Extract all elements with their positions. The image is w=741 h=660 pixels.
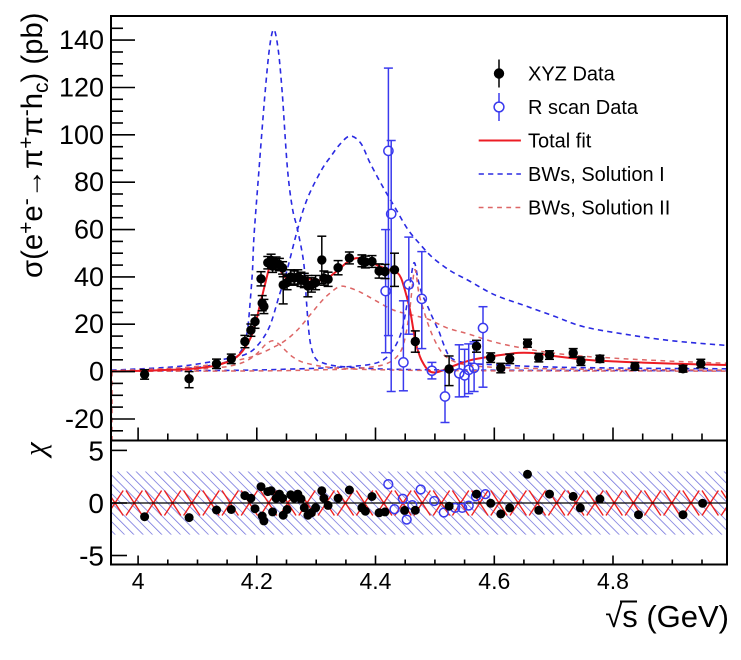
svg-text:4: 4 [132,568,145,594]
svg-text:BWs, Solution I: BWs, Solution I [528,164,665,186]
svg-text:4.6: 4.6 [478,568,510,594]
svg-text:4.2: 4.2 [241,568,273,594]
svg-text:R scan Data: R scan Data [528,97,639,119]
svg-text:χ: χ [17,441,52,459]
svg-text:Total fit: Total fit [528,131,592,153]
svg-text:20: 20 [74,309,104,339]
svg-text:-20: -20 [65,404,104,434]
svg-text:80: 80 [74,167,104,197]
svg-text:60: 60 [74,215,104,245]
svg-text:0: 0 [89,357,104,387]
svg-text:4.4: 4.4 [360,568,392,594]
svg-text:BWs, Solution II: BWs, Solution II [528,198,670,220]
svg-text:0: 0 [88,488,104,519]
svg-text:100: 100 [59,120,104,150]
svg-text:√s (GeV): √s (GeV) [605,599,729,634]
svg-text:4.8: 4.8 [597,568,629,594]
svg-text:40: 40 [74,262,104,292]
svg-text:-5: -5 [79,541,104,572]
svg-text:5: 5 [88,435,104,466]
svg-text:XYZ Data: XYZ Data [528,64,616,86]
svg-text:120: 120 [59,73,104,103]
svg-text:140: 140 [59,25,104,55]
